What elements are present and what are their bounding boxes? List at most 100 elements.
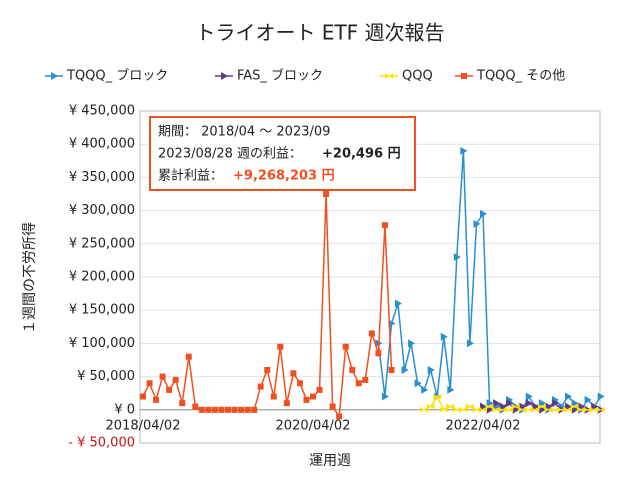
marker xyxy=(185,353,192,360)
marker xyxy=(565,402,572,411)
marker xyxy=(51,72,58,80)
marker xyxy=(596,406,605,413)
y-tick-label: ¥ 400,000 xyxy=(69,137,135,152)
marker xyxy=(472,406,481,413)
marker xyxy=(198,406,205,413)
marker xyxy=(388,366,395,373)
marker xyxy=(452,406,461,413)
marker xyxy=(179,400,186,407)
marker xyxy=(466,339,474,348)
marker xyxy=(336,413,343,420)
y-tick-label: ¥ 450,000 xyxy=(69,104,135,119)
x-axis-label: 運用週 xyxy=(309,453,351,469)
marker xyxy=(264,366,271,373)
marker xyxy=(537,403,546,410)
marker xyxy=(426,403,435,410)
marker xyxy=(465,403,474,410)
marker xyxy=(401,365,409,374)
marker xyxy=(499,402,507,411)
marker xyxy=(381,392,389,401)
marker xyxy=(316,386,323,393)
marker xyxy=(525,399,533,408)
marker xyxy=(439,406,448,413)
marker xyxy=(544,406,553,413)
y-tick-label: ¥ 200,000 xyxy=(69,270,135,285)
marker xyxy=(505,406,514,413)
marker xyxy=(238,406,245,413)
marker xyxy=(447,385,455,394)
marker xyxy=(421,385,429,394)
y-tick-label: ¥ 300,000 xyxy=(69,203,135,218)
y-tick-label: ¥ 150,000 xyxy=(69,303,135,318)
marker xyxy=(270,393,277,400)
marker xyxy=(342,343,349,350)
chart-title: トライオート ETF 週次報告 xyxy=(195,21,444,45)
annotation-week-label: 2023/08/28 週の利益： xyxy=(158,147,302,162)
marker xyxy=(591,402,599,411)
marker xyxy=(511,403,520,410)
marker xyxy=(408,339,416,348)
marker xyxy=(532,402,540,411)
marker xyxy=(283,400,290,407)
annotation-frame xyxy=(149,116,416,191)
marker xyxy=(577,406,586,413)
marker xyxy=(485,403,494,410)
marker xyxy=(565,392,572,401)
marker xyxy=(583,406,592,413)
legend: TQQQ_ ブロック FAS_ ブロック QQQ TQQQ_ その他 xyxy=(45,68,565,84)
y-tick-label: ¥ 0 xyxy=(114,402,135,417)
marker xyxy=(368,330,375,337)
marker xyxy=(557,406,566,413)
marker xyxy=(140,393,146,400)
marker xyxy=(570,403,579,410)
marker xyxy=(584,395,592,404)
marker xyxy=(493,399,501,408)
marker xyxy=(597,392,605,401)
annotation-box: 期間： 2018/04 ～ 2023/09 2023/08/28 週の利益： +… xyxy=(149,116,416,191)
marker xyxy=(524,406,533,413)
marker xyxy=(571,399,579,408)
marker xyxy=(506,399,514,408)
marker xyxy=(296,380,303,387)
marker xyxy=(329,403,336,410)
marker xyxy=(381,222,388,229)
annotation-period: 期間： 2018/04 ～ 2023/09 xyxy=(158,125,330,140)
marker xyxy=(518,406,527,413)
y-tick-label: ¥ 50,000 xyxy=(77,369,135,384)
marker xyxy=(564,406,572,413)
marker xyxy=(446,403,455,410)
marker xyxy=(153,396,160,403)
marker xyxy=(146,380,153,387)
y-tick-label: - ¥ 50,000 xyxy=(68,436,135,451)
marker xyxy=(310,393,316,400)
y-axis-label: １週間の不労所得 xyxy=(21,222,38,334)
y-tick-label: ¥ 350,000 xyxy=(69,170,135,185)
marker xyxy=(355,380,362,387)
marker xyxy=(480,209,487,218)
marker xyxy=(531,406,540,413)
marker xyxy=(498,406,507,413)
marker xyxy=(551,399,559,408)
legend-label: TQQQ_ ブロック xyxy=(66,68,168,84)
marker xyxy=(375,350,382,357)
annotation-total-value: +9,268,203 円 xyxy=(233,169,335,184)
legend-label: QQQ xyxy=(402,69,433,84)
marker xyxy=(172,376,179,383)
marker xyxy=(277,343,284,350)
x-tick-label: 2018/04/02 xyxy=(106,419,181,434)
legend-label: TQQQ_ その他 xyxy=(476,69,565,84)
marker xyxy=(303,396,310,403)
marker xyxy=(479,406,487,413)
annotation-week-value: +20,496 円 xyxy=(322,147,401,162)
marker xyxy=(225,406,231,413)
marker xyxy=(192,403,199,410)
marker xyxy=(244,406,251,413)
marker xyxy=(525,392,533,401)
marker xyxy=(590,406,599,413)
marker xyxy=(166,386,173,393)
marker xyxy=(362,376,369,383)
marker xyxy=(323,191,330,197)
annotation-total-label: 累計利益： xyxy=(158,168,223,184)
marker xyxy=(159,373,166,380)
marker xyxy=(433,393,442,400)
